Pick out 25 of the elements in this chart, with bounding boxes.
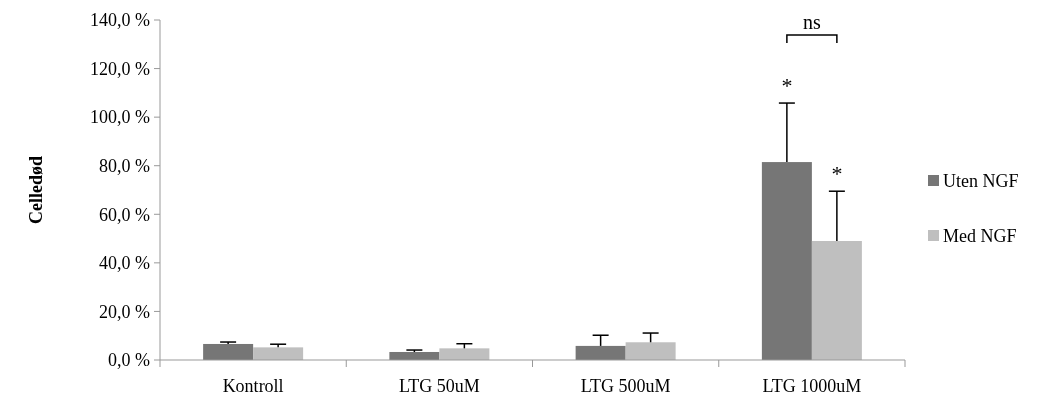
y-tick-label: 80,0 % <box>99 156 150 177</box>
x-tick-label: LTG 50uM <box>398 376 480 396</box>
y-tick-label: 120,0 % <box>90 58 150 79</box>
legend-label: Med NGF <box>943 226 1017 247</box>
y-axis-title: Celledød <box>26 155 46 225</box>
y-tick-label: 100,0 % <box>90 107 150 128</box>
legend-label: Uten NGF <box>943 171 1019 192</box>
bar <box>253 347 304 360</box>
annotation: * <box>831 161 843 187</box>
bar <box>625 342 676 360</box>
x-tick-label: LTG 500uM <box>580 376 671 396</box>
annotation: * <box>781 73 793 99</box>
annotation: ns <box>802 11 821 33</box>
y-tick-label: 40,0 % <box>99 253 150 274</box>
bar <box>761 162 812 360</box>
bar <box>575 345 626 360</box>
bar <box>439 348 490 360</box>
y-tick-label: 20,0 % <box>99 301 150 322</box>
x-tick-label: LTG 1000uM <box>762 376 862 396</box>
y-tick-label: 140,0 % <box>90 10 150 31</box>
bar <box>811 241 862 360</box>
y-tick-label: 0,0 % <box>108 350 150 371</box>
x-tick-label: Kontroll <box>222 376 284 396</box>
y-tick-label: 60,0 % <box>99 204 150 225</box>
bar <box>203 343 254 360</box>
